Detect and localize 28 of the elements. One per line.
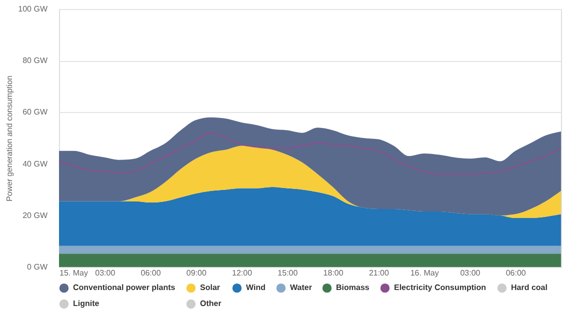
x-tick-label: 12:00 — [232, 268, 253, 278]
legend-label: Hard coal — [511, 283, 548, 292]
x-tick-label: 09:00 — [186, 268, 207, 278]
x-tick-label: 15. May — [60, 268, 88, 278]
legend-label: Biomass — [336, 283, 370, 292]
y-tick-label: 20 GW — [22, 210, 48, 220]
legend-label: Lignite — [73, 299, 100, 308]
y-tick-label: 40 GW — [22, 159, 48, 168]
line-series — [58, 132, 562, 175]
legend-label: Other — [200, 299, 222, 308]
x-tick-label: 03:00 — [95, 268, 116, 278]
x-tick-label: 18:00 — [323, 268, 344, 278]
y-tick-label: 0 GW — [27, 262, 48, 272]
legend-label: Wind — [246, 283, 266, 292]
legend-label: Solar — [200, 283, 220, 292]
legend-label: Electricity Consumption — [394, 283, 486, 292]
x-tick-label: 16. May — [410, 268, 439, 278]
x-tick-label: 03:00 — [460, 268, 481, 278]
legend-label: Water — [290, 283, 312, 292]
x-tick-label: 21:00 — [368, 268, 390, 278]
legend-label: Conventional power plants — [73, 283, 176, 292]
y-tick-label: 60 GW — [22, 108, 48, 117]
y-tick-label: 100 GW — [18, 4, 48, 14]
y-axis-title: Power generation and consumption — [5, 76, 14, 202]
x-tick-label: 15:00 — [278, 268, 298, 278]
x-tick-label: 06:00 — [506, 268, 526, 278]
x-tick-label: 06:00 — [140, 268, 162, 278]
y-tick-label: 80 GW — [22, 56, 48, 66]
